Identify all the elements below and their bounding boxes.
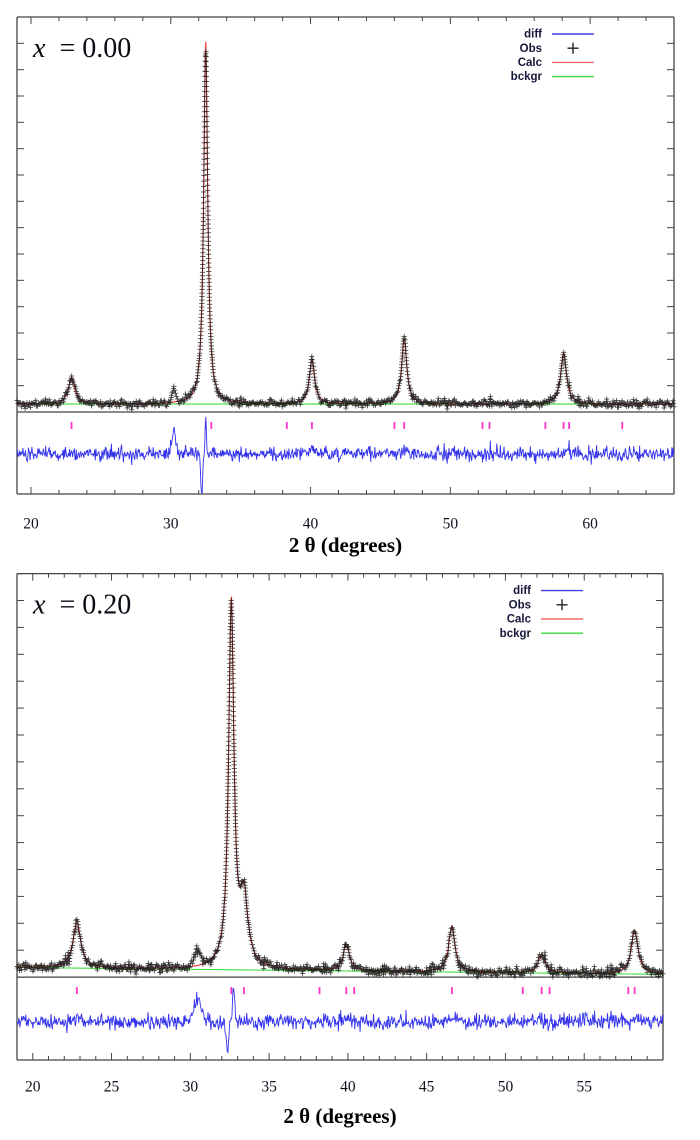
svg-text:Calc: Calc xyxy=(507,614,532,626)
svg-text:60: 60 xyxy=(582,516,598,533)
svg-text:20: 20 xyxy=(23,516,39,533)
svg-text:Obs: Obs xyxy=(509,599,531,611)
svg-text:2 θ (degrees): 2 θ (degrees) xyxy=(289,533,402,557)
svg-text:20: 20 xyxy=(25,1078,41,1095)
svg-text:bckgr: bckgr xyxy=(511,71,543,83)
svg-text:x = 0.00: x = 0.00 xyxy=(32,33,131,64)
svg-text:55: 55 xyxy=(576,1078,592,1095)
svg-text:50: 50 xyxy=(443,516,459,533)
svg-text:2 θ (degrees): 2 θ (degrees) xyxy=(283,1104,396,1128)
svg-text:x = 0.20: x = 0.20 xyxy=(32,590,131,621)
svg-text:30: 30 xyxy=(183,1078,199,1095)
svg-text:30: 30 xyxy=(163,516,179,533)
svg-text:35: 35 xyxy=(261,1078,277,1095)
svg-text:25: 25 xyxy=(104,1078,120,1095)
svg-text:Obs: Obs xyxy=(520,43,542,55)
svg-text:40: 40 xyxy=(303,516,319,533)
svg-text:Calc: Calc xyxy=(518,57,543,69)
svg-text:45: 45 xyxy=(419,1078,435,1095)
svg-text:40: 40 xyxy=(340,1078,356,1095)
svg-text:diff: diff xyxy=(513,585,531,597)
svg-text:bckgr: bckgr xyxy=(500,628,532,640)
svg-text:diff: diff xyxy=(524,29,542,41)
svg-text:50: 50 xyxy=(498,1078,514,1095)
